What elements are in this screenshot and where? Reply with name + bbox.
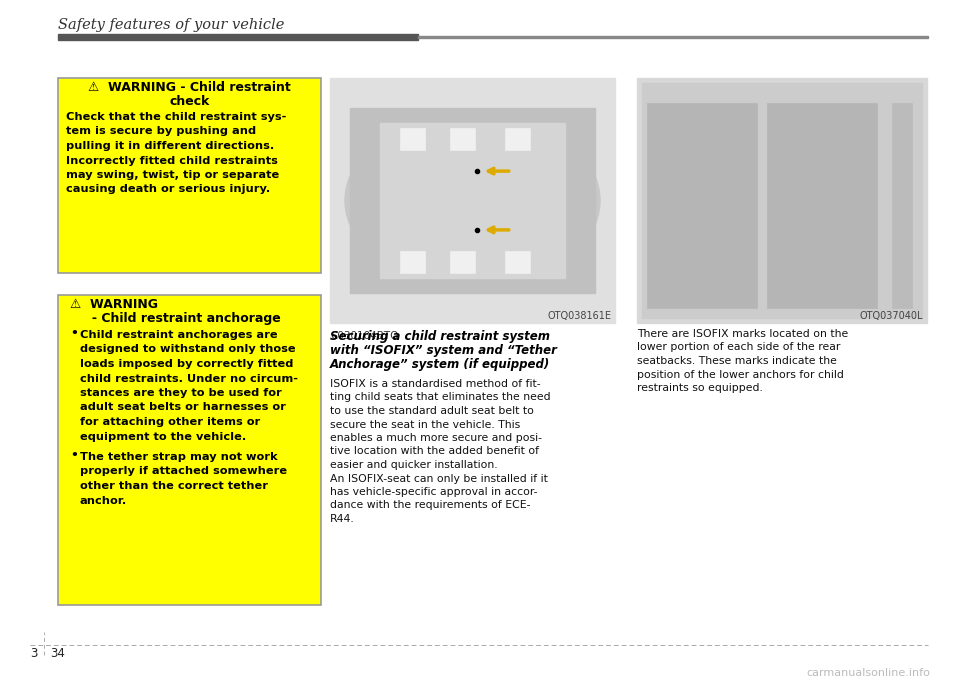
Text: 34: 34 <box>50 647 65 660</box>
Bar <box>58 34 418 40</box>
Text: stances are they to be used for: stances are they to be used for <box>80 388 281 398</box>
Text: check: check <box>169 95 209 108</box>
Text: lower portion of each side of the rear: lower portion of each side of the rear <box>637 342 840 353</box>
Text: Anchorage” system (if equipped): Anchorage” system (if equipped) <box>330 358 550 371</box>
Bar <box>637 78 927 323</box>
Text: Incorrectly fitted child restraints: Incorrectly fitted child restraints <box>66 156 277 165</box>
Text: An ISOFIX-seat can only be installed if it: An ISOFIX-seat can only be installed if … <box>330 473 548 484</box>
Bar <box>505 128 530 150</box>
Text: Check that the child restraint sys-: Check that the child restraint sys- <box>66 112 286 122</box>
Text: anchor.: anchor. <box>80 495 128 506</box>
Text: ⚠  WARNING: ⚠ WARNING <box>70 298 158 311</box>
Bar <box>400 128 425 150</box>
Bar <box>642 83 922 318</box>
Text: C030104BTQ: C030104BTQ <box>330 331 398 341</box>
Bar <box>380 123 565 278</box>
Text: equipment to the vehicle.: equipment to the vehicle. <box>80 431 247 442</box>
Text: position of the lower anchors for child: position of the lower anchors for child <box>637 369 844 380</box>
Text: 3: 3 <box>30 647 37 660</box>
Bar <box>892 103 912 308</box>
Text: child restraints. Under no circum-: child restraints. Under no circum- <box>80 373 298 384</box>
Text: There are ISOFIX marks located on the: There are ISOFIX marks located on the <box>637 329 849 339</box>
Text: properly if attached somewhere: properly if attached somewhere <box>80 466 287 477</box>
Text: pulling it in different directions.: pulling it in different directions. <box>66 141 275 151</box>
Bar <box>58 295 321 605</box>
Text: secure the seat in the vehicle. This: secure the seat in the vehicle. This <box>330 420 520 429</box>
Text: Child restraint anchorages are: Child restraint anchorages are <box>80 330 277 340</box>
Text: adult seat belts or harnesses or: adult seat belts or harnesses or <box>80 402 286 413</box>
Text: Safety features of your vehicle: Safety features of your vehicle <box>58 18 284 32</box>
Text: to use the standard adult seat belt to: to use the standard adult seat belt to <box>330 406 534 416</box>
Text: •: • <box>70 449 78 462</box>
Text: Securing a child restraint system: Securing a child restraint system <box>330 330 550 343</box>
Text: causing death or serious injury.: causing death or serious injury. <box>66 185 271 194</box>
Text: ting child seats that eliminates the need: ting child seats that eliminates the nee… <box>330 393 551 402</box>
Text: restraints so equipped.: restraints so equipped. <box>637 383 763 393</box>
Bar <box>647 103 757 308</box>
Text: ISOFIX is a standardised method of fit-: ISOFIX is a standardised method of fit- <box>330 379 540 389</box>
Text: loads imposed by correctly fitted: loads imposed by correctly fitted <box>80 359 294 369</box>
Text: may swing, twist, tip or separate: may swing, twist, tip or separate <box>66 170 279 180</box>
Text: OTQ037040L: OTQ037040L <box>859 311 923 321</box>
Text: easier and quicker installation.: easier and quicker installation. <box>330 460 497 470</box>
Text: enables a much more secure and posi-: enables a much more secure and posi- <box>330 433 542 443</box>
Bar <box>505 251 530 273</box>
Text: ⚠  WARNING - Child restraint: ⚠ WARNING - Child restraint <box>88 81 291 94</box>
Text: OTQ038161E: OTQ038161E <box>547 311 611 321</box>
Bar <box>418 36 928 38</box>
Text: tem is secure by pushing and: tem is secure by pushing and <box>66 127 256 136</box>
Bar <box>330 78 615 323</box>
Bar <box>767 103 877 308</box>
Text: seatbacks. These marks indicate the: seatbacks. These marks indicate the <box>637 356 837 366</box>
Text: carmanualsonline.info: carmanualsonline.info <box>806 668 930 678</box>
Text: designed to withstand only those: designed to withstand only those <box>80 344 296 355</box>
Bar <box>450 251 475 273</box>
Ellipse shape <box>345 113 600 288</box>
Text: R44.: R44. <box>330 514 355 524</box>
Text: other than the correct tether: other than the correct tether <box>80 481 268 491</box>
Text: has vehicle-specific approval in accor-: has vehicle-specific approval in accor- <box>330 487 538 497</box>
Bar <box>400 251 425 273</box>
Bar <box>450 128 475 150</box>
Text: with “ISOFIX” system and “Tether: with “ISOFIX” system and “Tether <box>330 344 557 357</box>
Bar <box>58 78 321 273</box>
Text: - Child restraint anchorage: - Child restraint anchorage <box>70 312 280 325</box>
Text: •: • <box>70 327 78 340</box>
Text: for attaching other items or: for attaching other items or <box>80 417 260 427</box>
Bar <box>350 108 595 293</box>
Text: dance with the requirements of ECE-: dance with the requirements of ECE- <box>330 500 531 511</box>
Text: tive location with the added benefit of: tive location with the added benefit of <box>330 446 539 457</box>
Text: The tether strap may not work: The tether strap may not work <box>80 452 277 462</box>
